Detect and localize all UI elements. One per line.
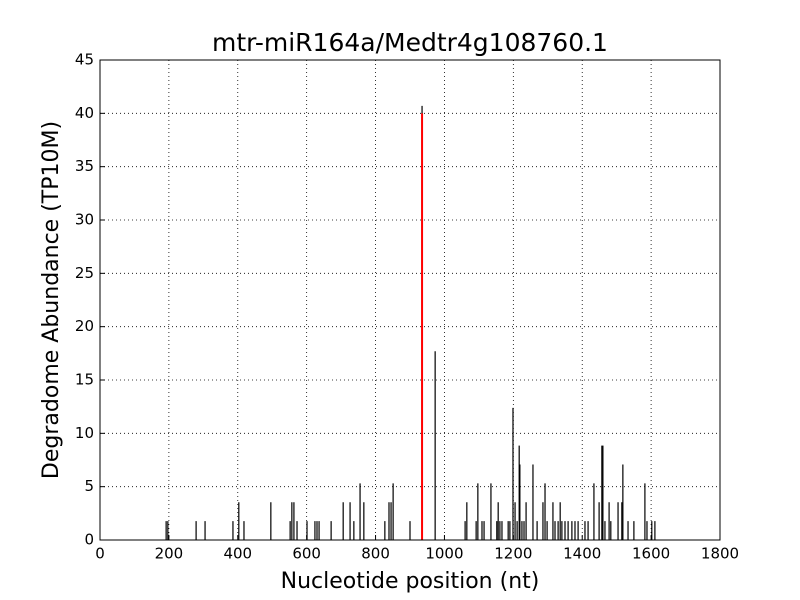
x-tick-label: 1800: [701, 545, 739, 563]
x-tick-label: 1000: [425, 545, 463, 563]
y-tick-label: 30: [75, 211, 94, 229]
x-tick-label: 800: [361, 545, 390, 563]
x-tick-label: 600: [292, 545, 321, 563]
x-tick-label: 400: [223, 545, 252, 563]
x-tick-label: 1600: [632, 545, 670, 563]
y-tick-label: 40: [75, 104, 94, 122]
x-tick-label: 0: [95, 545, 105, 563]
y-tick-label: 10: [75, 424, 94, 442]
y-tick-label: 0: [84, 531, 94, 549]
plot-frame: [99, 59, 721, 541]
chart-title: mtr-miR164a/Medtr4g108760.1: [212, 28, 608, 57]
y-tick-label: 45: [75, 51, 94, 69]
x-tick-label: 1200: [494, 545, 532, 563]
x-tick-label: 200: [155, 545, 184, 563]
y-tick-label: 25: [75, 264, 94, 282]
y-axis-label: Degradome Abundance (TP10M): [39, 121, 64, 479]
y-tick-label: 5: [84, 477, 94, 495]
y-tick-label: 20: [75, 317, 94, 335]
y-tick-label: 15: [75, 371, 94, 389]
x-tick-label: 1400: [563, 545, 601, 563]
y-tick-label: 35: [75, 157, 94, 175]
x-axis-label: Nucleotide position (nt): [281, 569, 540, 594]
